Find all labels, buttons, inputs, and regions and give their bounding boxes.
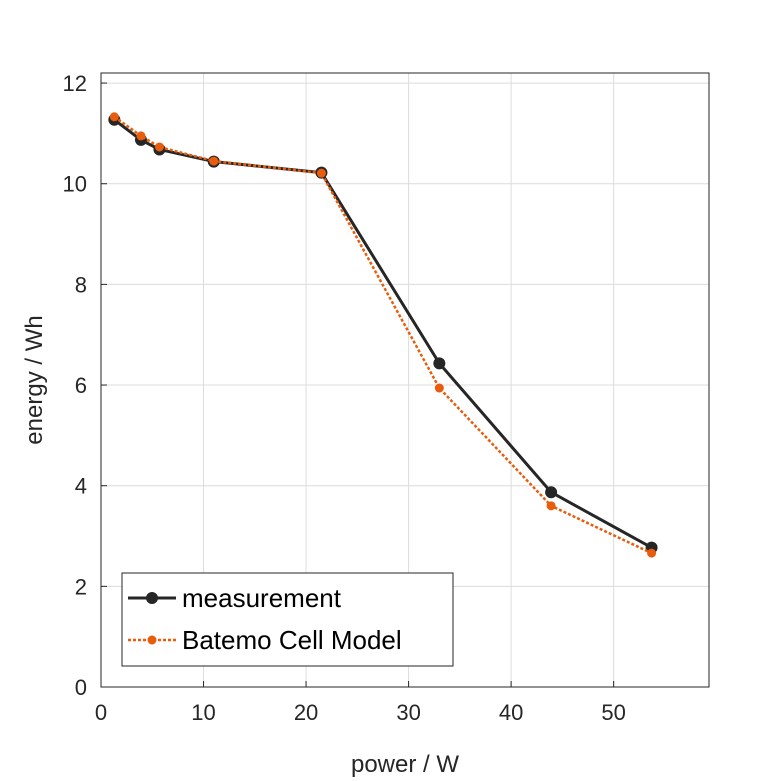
legend: measurement Batemo Cell Model — [121, 572, 454, 667]
legend-marker-model — [147, 635, 157, 645]
x-tick-label: 30 — [396, 700, 420, 725]
ticks: 0 10 20 30 40 50 0 2 4 6 8 10 12 — [63, 71, 626, 725]
grid — [100, 73, 709, 688]
y-axis-label: energy / Wh — [21, 315, 48, 444]
y-tick-label: 4 — [75, 474, 87, 499]
data-point-model — [647, 548, 657, 558]
x-tick-label: 0 — [95, 700, 107, 725]
data-point-measurement — [545, 486, 558, 499]
series-line-model — [113, 115, 653, 555]
data-point-measurement — [433, 357, 446, 370]
x-tick-label: 10 — [191, 700, 215, 725]
x-axis-label: power / W — [351, 751, 459, 778]
data-point-model — [109, 112, 119, 122]
x-tick-label: 40 — [499, 700, 523, 725]
data-point-model — [136, 131, 146, 141]
legend-box — [121, 572, 454, 667]
y-tick-label: 0 — [75, 675, 87, 700]
data-point-model — [209, 156, 219, 166]
legend-marker-measurement — [146, 592, 158, 604]
y-tick-label: 2 — [75, 574, 87, 599]
data-point-model — [546, 501, 556, 511]
y-tick-label: 6 — [75, 373, 87, 398]
data-point-model — [316, 168, 326, 178]
legend-label-measurement: measurement — [182, 583, 342, 613]
x-tick-label: 50 — [601, 700, 625, 725]
x-tick-label: 20 — [294, 700, 318, 725]
legend-label-model: Batemo Cell Model — [182, 625, 402, 655]
y-tick-label: 10 — [63, 172, 87, 197]
data-point-model — [434, 383, 444, 393]
y-tick-label: 12 — [63, 71, 87, 96]
plot-frame — [100, 72, 710, 688]
y-tick-label: 8 — [75, 272, 87, 297]
data-point-model — [154, 142, 164, 152]
series — [108, 112, 658, 558]
